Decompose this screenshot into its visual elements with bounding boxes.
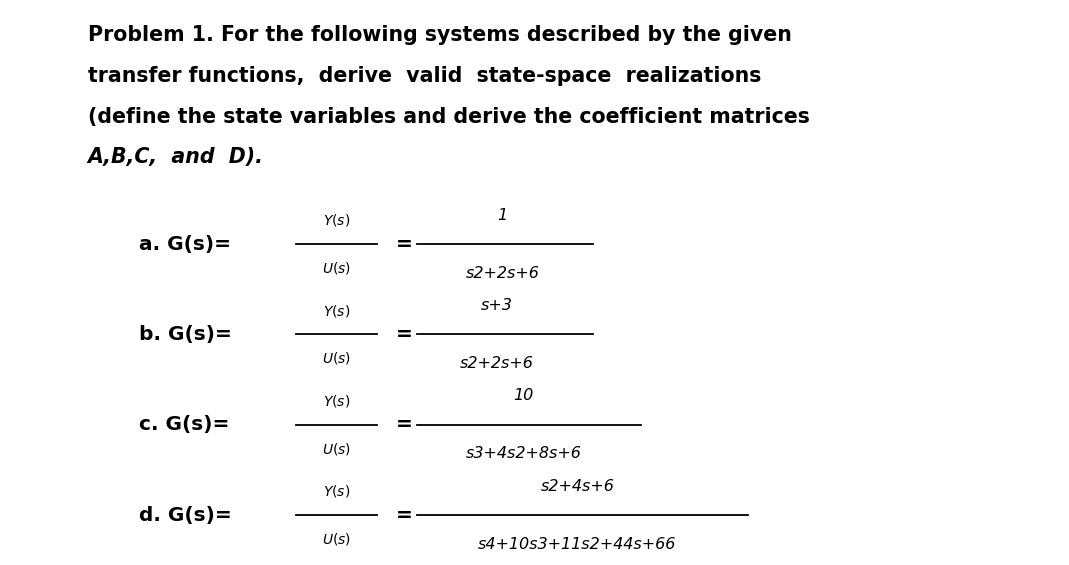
Text: =: = (396, 325, 413, 344)
Text: d. G(s)=: d. G(s)= (139, 506, 232, 525)
Text: s+3: s+3 (481, 298, 513, 313)
Text: $Y(s)$: $Y(s)$ (323, 484, 351, 499)
Text: $Y(s)$: $Y(s)$ (323, 393, 351, 409)
Text: 10: 10 (514, 388, 533, 403)
Text: A,B,C,  and  D).: A,B,C, and D). (88, 147, 264, 167)
Text: $U(s)$: $U(s)$ (322, 260, 352, 276)
Text: s3+4s2+8s+6: s3+4s2+8s+6 (466, 446, 582, 462)
Text: Problem 1. For the following systems described by the given: Problem 1. For the following systems des… (88, 25, 791, 45)
Text: a. G(s)=: a. G(s)= (139, 234, 231, 254)
Text: s4+10s3+11s2+44s+66: s4+10s3+11s2+44s+66 (478, 537, 677, 552)
Text: =: = (396, 506, 413, 525)
Text: =: = (396, 415, 413, 434)
Text: 1: 1 (497, 207, 508, 223)
Text: =: = (396, 234, 413, 254)
Text: $U(s)$: $U(s)$ (322, 531, 352, 547)
Text: $U(s)$: $U(s)$ (322, 441, 352, 457)
Text: s2+2s+6: s2+2s+6 (465, 266, 540, 281)
Text: b. G(s)=: b. G(s)= (139, 325, 232, 344)
Text: $Y(s)$: $Y(s)$ (323, 212, 351, 228)
Text: s2+2s+6: s2+2s+6 (460, 356, 534, 371)
Text: $U(s)$: $U(s)$ (322, 350, 352, 366)
Text: (define the state variables and derive the coefficient matrices: (define the state variables and derive t… (88, 107, 809, 127)
Text: s2+4s+6: s2+4s+6 (540, 479, 615, 494)
Text: c. G(s)=: c. G(s)= (139, 415, 230, 434)
Text: $Y(s)$: $Y(s)$ (323, 303, 351, 319)
Text: transfer functions,  derive  valid  state-space  realizations: transfer functions, derive valid state-s… (88, 66, 761, 86)
